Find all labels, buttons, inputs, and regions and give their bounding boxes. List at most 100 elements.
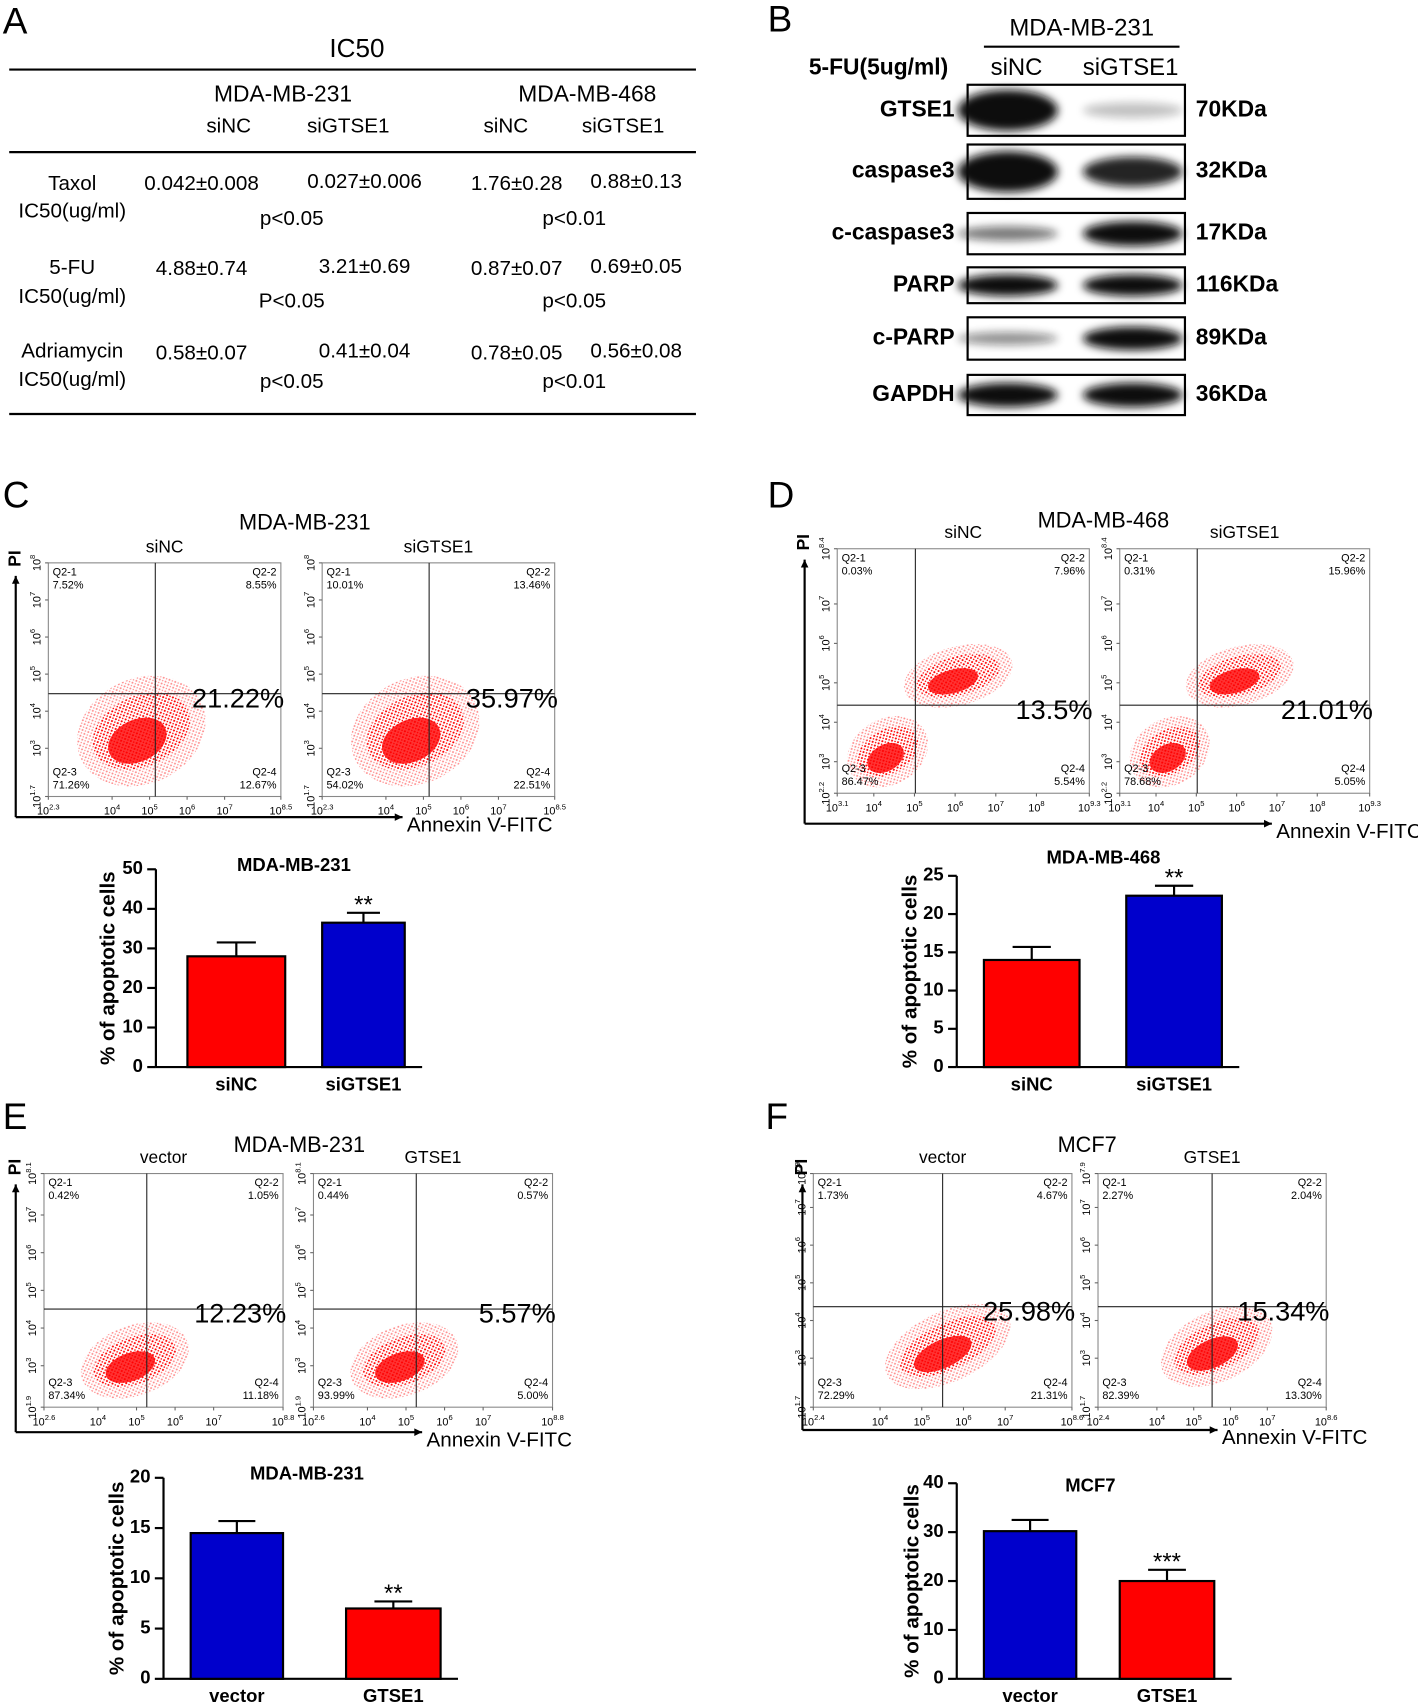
x-tick-label: GTSE1 [1137, 1685, 1198, 1706]
band [1082, 156, 1183, 187]
quadrant-value: 5.54% [1054, 776, 1085, 788]
tick-label: 105 [28, 666, 43, 682]
tick-label: 107 [28, 592, 43, 608]
tick-base: 10 [167, 1416, 179, 1428]
plot-subtitle: siGTSE1 [1210, 522, 1280, 542]
quadrant-name: Q2-4 [1298, 1377, 1322, 1389]
tick-exponent: 8 [302, 555, 311, 559]
tick-base: 10 [305, 670, 317, 682]
tick-label: 107 [1100, 596, 1115, 612]
tick-base: 10 [914, 1416, 926, 1428]
tick-label: 108.5 [270, 802, 293, 817]
tick-base: 10 [398, 1416, 410, 1428]
quadrant-name: Q2-2 [1043, 1177, 1067, 1189]
tick-base: 10 [33, 1416, 45, 1428]
chart-title: MDA-MB-231 [250, 1462, 364, 1483]
tick-exponent: 8 [28, 555, 37, 559]
tick-label: 107 [997, 1413, 1013, 1428]
tick-exponent: 7 [1281, 799, 1285, 808]
group-header: MDA-MB-231 [214, 81, 352, 107]
tick-base: 10 [31, 670, 43, 682]
y-tick-label: 10 [923, 1618, 944, 1639]
quadrant-value: 93.99% [318, 1390, 355, 1402]
tick-base: 10 [1269, 802, 1281, 814]
tick-base: 10 [305, 633, 317, 645]
y-tick-label: 20 [122, 976, 143, 997]
column-header: siGTSE1 [582, 115, 665, 138]
quadrant-name: Q2-2 [1341, 552, 1365, 564]
arrow-head [1264, 819, 1272, 828]
tick-label: 105 [398, 1413, 414, 1428]
tick-base: 10 [296, 1286, 308, 1298]
tick-label: 104 [817, 714, 832, 730]
flow-title: MCF7 [1058, 1132, 1117, 1157]
tick-exponent: 4 [1078, 1312, 1087, 1316]
panel-label: F [766, 1096, 789, 1137]
size-label: 17KDa [1196, 219, 1267, 245]
quadrant-value: 7.96% [1054, 565, 1085, 577]
tick-base: 10 [820, 792, 832, 804]
band [957, 89, 1058, 131]
tick-exponent: 7 [502, 802, 506, 811]
tick-base: 10 [820, 548, 832, 560]
tick-base: 10 [541, 1416, 553, 1428]
tick-base: 10 [31, 707, 43, 719]
band [1082, 382, 1183, 408]
plot-subtitle: siNC [944, 522, 982, 542]
tick-base: 10 [37, 806, 49, 818]
tick-label: 104 [293, 1320, 308, 1336]
tick-label: 106 [453, 802, 469, 817]
tick-base: 10 [820, 718, 832, 730]
tick-exponent: 4 [28, 703, 37, 707]
p-value: p<0.01 [542, 370, 606, 393]
tick-label: 105 [141, 802, 157, 817]
y-tick-label: 25 [923, 864, 944, 885]
p-value: p<0.05 [542, 290, 606, 313]
y-tick-label: 5 [933, 1017, 943, 1038]
tick-exponent: 8.1 [24, 1162, 33, 1173]
arrow-head [394, 813, 403, 821]
tick-label: 105 [128, 1413, 144, 1428]
tick-exponent: 8 [1040, 799, 1044, 808]
p-value: P<0.05 [259, 290, 325, 313]
p-value: p<0.05 [260, 207, 324, 230]
tick-base: 10 [296, 1249, 308, 1261]
tick-exponent: 8.6 [1073, 1413, 1084, 1422]
tick-label: 108.4 [817, 537, 832, 560]
tick-base: 10 [141, 806, 153, 818]
tick-base: 10 [796, 1354, 808, 1366]
tick-label: 106 [436, 1413, 452, 1428]
y-tick-label: 0 [133, 1055, 143, 1076]
tick-exponent: 7 [293, 1207, 302, 1211]
tick-base: 10 [27, 1211, 39, 1223]
protein-label: PARP [893, 270, 955, 296]
flow-title: MDA-MB-231 [239, 509, 371, 534]
tick-label: 105 [793, 1275, 808, 1291]
tick-exponent: 2.6 [314, 1413, 325, 1422]
bar-chart: MDA-MB-468 % of apoptotic cells 0 5 10 15 20 25… [899, 846, 1240, 1094]
tick-label: 106 [947, 799, 963, 814]
tick-label: 108.4 [1100, 537, 1115, 560]
tick-label: 108.6 [1061, 1413, 1084, 1428]
y-tick-label: 30 [122, 936, 143, 957]
tick-exponent: 5 [1198, 1413, 1202, 1422]
quadrant-name: Q2-3 [1102, 1377, 1126, 1389]
quadrant-value: 5.05% [1335, 776, 1366, 788]
tick-label: 105 [293, 1282, 308, 1298]
bar-chart: MDA-MB-231 % of apoptotic cells 0 5 10 15 20 ve… [105, 1462, 458, 1706]
tick-exponent: 2.3 [323, 802, 334, 811]
quadrant-value: 72.29% [818, 1390, 855, 1402]
tick-exponent: 4 [884, 1413, 888, 1422]
y-axis-label: % of apoptotic cells [901, 1484, 924, 1678]
cell: 1.76±0.28 [471, 172, 563, 195]
tick-exponent: 5 [154, 802, 158, 811]
protein-label: c-PARP [873, 324, 955, 350]
tick-exponent: 7.9 [1078, 1162, 1087, 1173]
band [957, 382, 1058, 408]
tick-exponent: 3 [302, 740, 311, 744]
quadrant-name: Q2-3 [53, 766, 77, 778]
quadrant-name: Q2-1 [842, 552, 866, 564]
quadrant-name: Q2-2 [526, 567, 550, 579]
quadrant-name: Q2-4 [255, 1377, 279, 1389]
tick-exponent: 3 [24, 1358, 33, 1362]
